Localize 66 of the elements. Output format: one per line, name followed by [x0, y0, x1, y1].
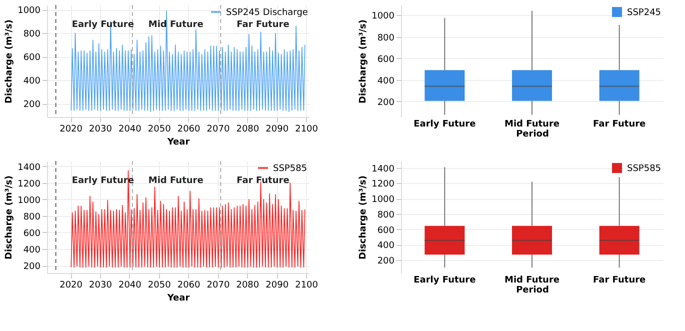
- line-series: [70, 10, 306, 112]
- y-tick-label: 1400: [18, 162, 41, 173]
- x-tick-label: 2100: [295, 124, 318, 134]
- y-tick-label: 200: [23, 100, 41, 110]
- x-axis-title: Year: [166, 294, 190, 304]
- x-tick-label: 2060: [177, 280, 201, 290]
- x-tick-label: Far Future: [593, 120, 646, 130]
- y-axis-title: Discharge (m³/s): [4, 19, 15, 104]
- x-tick-label: 2100: [295, 280, 318, 290]
- y-tick-label: 800: [23, 30, 41, 40]
- y-tick-label: 1000: [372, 195, 395, 206]
- x-axis-title: Year: [166, 138, 190, 148]
- x-tick-label: 2090: [266, 124, 289, 134]
- x-tick-label: 2030: [89, 280, 112, 290]
- x-tick-label: 2060: [177, 124, 201, 134]
- x-tick-label: 2090: [266, 280, 289, 290]
- legend-label: SSP585: [273, 164, 308, 174]
- x-tick-label: 2030: [89, 124, 112, 134]
- y-tick-label: 800: [377, 210, 395, 220]
- x-tick-label: 2080: [236, 124, 260, 134]
- x-tick-label: Mid Future: [504, 276, 560, 286]
- y-axis-title: Discharge (m³/s): [4, 175, 15, 260]
- y-tick-label: 400: [23, 76, 41, 87]
- legend-label: SSP585: [627, 164, 662, 174]
- x-tick-label: 2020: [60, 280, 83, 290]
- y-tick-label: 1000: [372, 12, 395, 22]
- x-axis-title: Period: [516, 130, 549, 140]
- y-axis-title: Discharge (m³/s): [358, 175, 369, 260]
- y-tick-label: 1000: [18, 6, 41, 16]
- x-tick-label: 2070: [206, 280, 230, 290]
- legend-label: SSP245: [627, 8, 662, 18]
- y-tick-label: 200: [23, 262, 41, 272]
- y-tick-label: 200: [377, 98, 395, 108]
- legend-label: SSP245 Discharge: [226, 8, 308, 18]
- y-tick-label: 600: [23, 53, 41, 64]
- x-tick-label: 2020: [60, 124, 83, 134]
- x-axis-title: Period: [516, 286, 549, 296]
- ref-line-label: Far Future: [236, 20, 290, 30]
- ref-line-label: Mid Future: [148, 20, 204, 30]
- y-tick-label: 800: [23, 212, 41, 222]
- x-tick-label: 2080: [236, 280, 260, 290]
- x-tick-label: 2040: [118, 280, 142, 290]
- x-tick-label: Mid Future: [504, 120, 560, 130]
- y-tick-label: 400: [377, 241, 395, 252]
- x-tick-label: Early Future: [414, 120, 476, 130]
- x-tick-label: 2050: [148, 280, 172, 290]
- ref-line-label: Far Future: [236, 176, 290, 186]
- ref-line-label: Mid Future: [148, 176, 204, 186]
- x-tick-label: Early Future: [414, 276, 476, 286]
- y-tick-label: 800: [377, 33, 395, 44]
- x-tick-label: 2070: [206, 124, 230, 134]
- y-tick-label: 600: [377, 54, 395, 65]
- y-tick-label: 400: [23, 246, 41, 256]
- y-tick-label: 1400: [372, 164, 395, 174]
- x-tick-label: Far Future: [593, 276, 646, 286]
- y-tick-label: 600: [377, 226, 395, 236]
- y-axis-title: Discharge (m³/s): [358, 19, 369, 104]
- y-tick-label: 600: [23, 229, 41, 239]
- x-tick-label: 2040: [118, 124, 142, 134]
- line-series: [70, 170, 306, 268]
- y-tick-label: 400: [377, 76, 395, 86]
- y-tick-label: 1200: [18, 179, 41, 190]
- x-tick-label: 2050: [148, 124, 172, 134]
- y-tick-label: 200: [377, 256, 395, 266]
- y-tick-label: 1200: [372, 180, 395, 190]
- y-tick-label: 1000: [18, 196, 41, 206]
